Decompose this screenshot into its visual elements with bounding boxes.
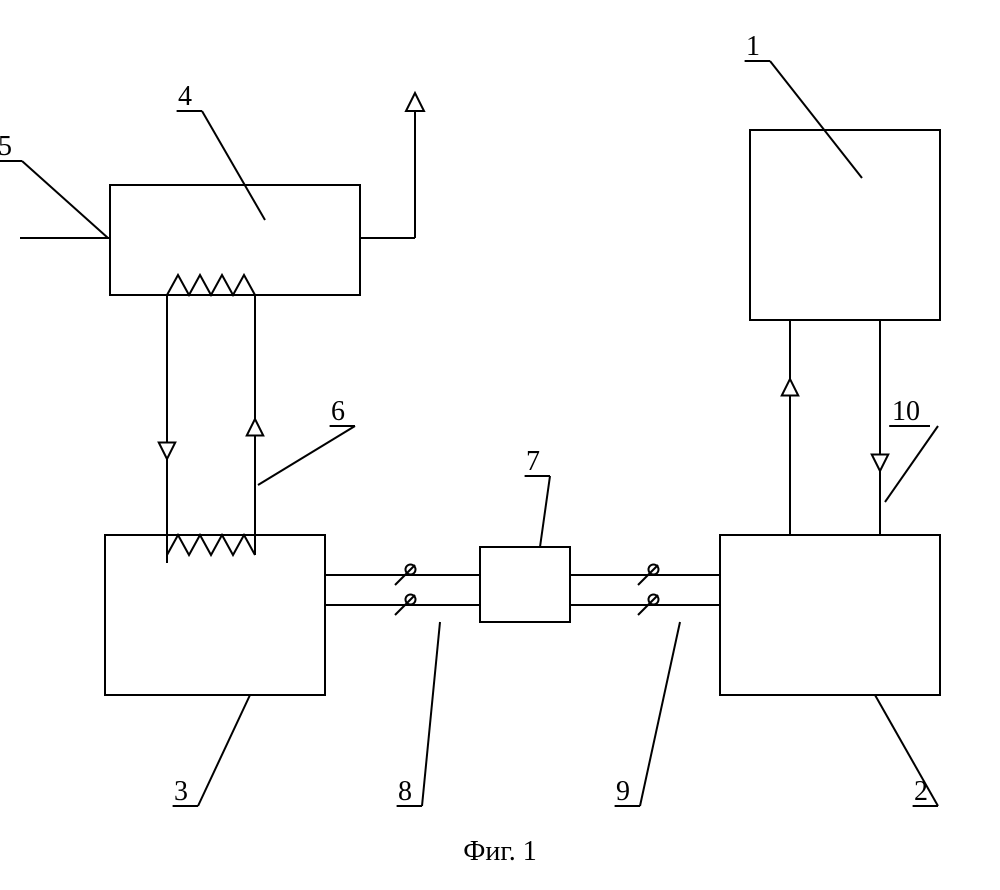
label-4: 4 [178, 81, 192, 112]
label-7: 7 [526, 446, 540, 477]
label-10: 10 [892, 396, 920, 427]
figure-caption: Фиг. 1 [463, 836, 536, 867]
box-2 [720, 535, 940, 695]
label-5: 5 [0, 131, 12, 162]
arrow-icon [406, 93, 424, 111]
arrow-icon [159, 443, 176, 460]
box-3 [105, 535, 325, 695]
label-8: 8 [398, 776, 412, 807]
coil-icon [167, 535, 255, 555]
box-1 [750, 130, 940, 320]
box-4 [110, 185, 360, 295]
arrow-icon [872, 455, 889, 472]
label-1: 1 [746, 31, 760, 62]
arrow-icon [247, 419, 264, 436]
label-2: 2 [914, 776, 928, 807]
label-9: 9 [616, 776, 630, 807]
arrow-icon [782, 379, 799, 396]
coil-icon [167, 275, 255, 295]
box-7 [480, 547, 570, 622]
label-6: 6 [331, 396, 345, 427]
label-3: 3 [174, 776, 188, 807]
